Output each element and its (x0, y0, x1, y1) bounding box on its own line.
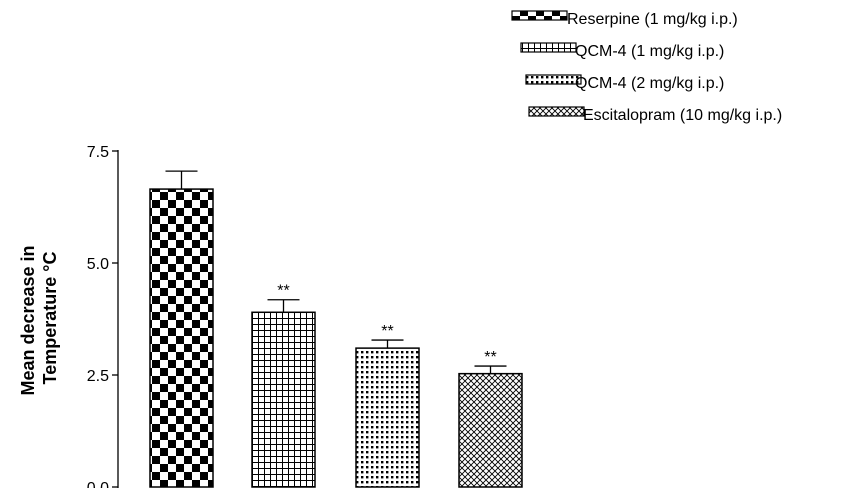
y-tick-label: 2.5 (87, 368, 109, 385)
y-tick-label: 5.0 (87, 256, 109, 273)
significance-marker: ** (381, 323, 393, 340)
legend-label: QCM-4 (1 mg/kg i.p.) (575, 43, 724, 60)
legend-swatch (528, 106, 585, 117)
significance-marker: ** (277, 283, 289, 300)
bar (149, 188, 214, 488)
bar (251, 311, 316, 488)
bar (355, 347, 420, 488)
legend-label: Reserpine (1 mg/kg i.p.) (567, 11, 738, 28)
legend: Reserpine (1 mg/kg i.p.) QCM-4 (1 mg/kg i… (511, 10, 782, 124)
bar (458, 372, 523, 488)
y-tick-label: 7.5 (87, 144, 109, 161)
bars: ** ** ** (149, 170, 523, 488)
y-axis-label: Mean decrease in Temperature °C (18, 240, 60, 395)
y-tick-label: 0.0 (87, 480, 109, 488)
legend-swatch (520, 42, 577, 53)
y-axis-label-line-1: Mean decrease in (18, 245, 38, 395)
legend-label: Escitalopram (10 mg/kg i.p.) (583, 107, 782, 124)
legend-label: QCM-4 (2 mg/kg i.p.) (575, 75, 724, 92)
legend-swatch (525, 74, 582, 85)
y-ticks: 0.0 2.5 5.0 7.5 (87, 144, 118, 488)
y-axis-label-line-2: Temperature °C (40, 252, 60, 385)
legend-swatch (511, 10, 568, 21)
significance-marker: ** (484, 349, 496, 366)
